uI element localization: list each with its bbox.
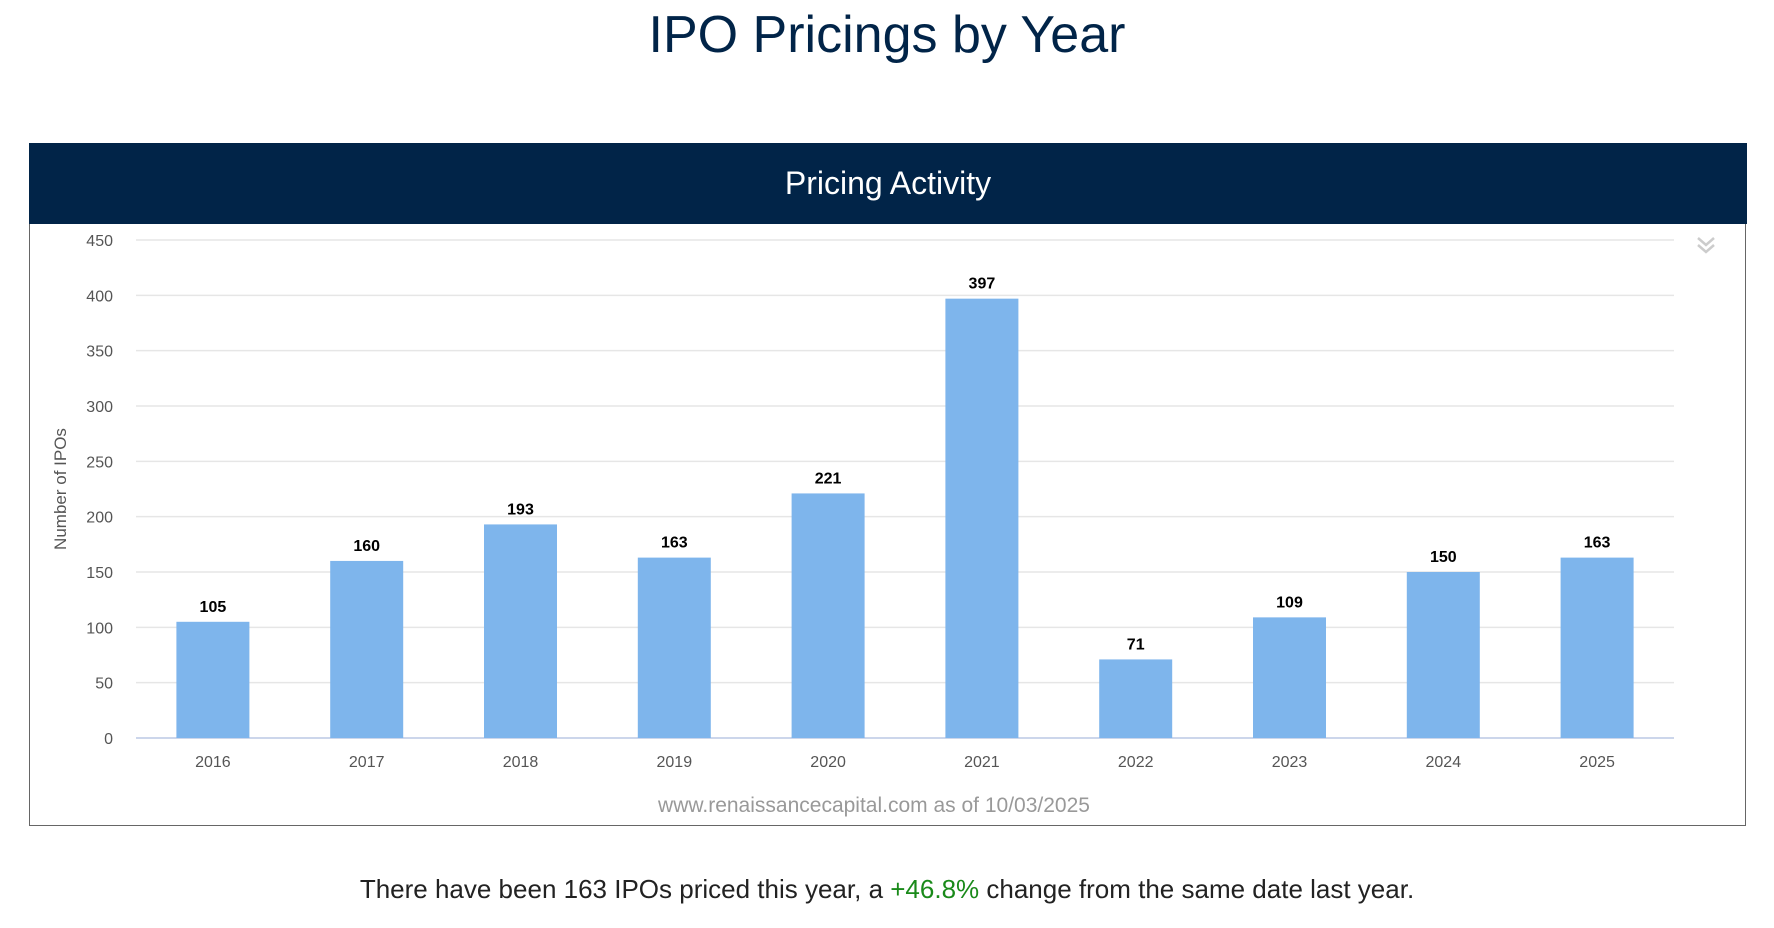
y-tick-label: 400 [86, 288, 113, 305]
bar-2022 [1099, 659, 1173, 738]
bar-2020 [791, 493, 865, 738]
x-tick-label: 2023 [1272, 754, 1308, 771]
summary-prefix: There have been [359, 874, 564, 904]
y-tick-label: 250 [86, 454, 113, 471]
ipo-count: 163 [563, 874, 608, 904]
x-tick-label: 2019 [657, 754, 693, 771]
chart-header: Pricing Activity [29, 143, 1747, 224]
bar-2024 [1406, 572, 1480, 738]
data-label: 105 [200, 599, 227, 616]
double-chevron-down-icon [1697, 237, 1715, 254]
chart-menu-button[interactable] [1693, 234, 1719, 258]
x-tick-label: 2020 [810, 754, 846, 771]
y-tick-label: 300 [86, 399, 113, 416]
page-title: IPO Pricings by Year [648, 6, 1126, 64]
data-label: 71 [1127, 636, 1145, 653]
y-tick-label: 350 [86, 344, 113, 361]
y-tick-label: 150 [86, 565, 113, 582]
bar-2018 [484, 524, 557, 738]
bar-2023 [1253, 617, 1326, 738]
data-label: 163 [661, 535, 688, 552]
y-tick-label: 0 [104, 731, 113, 748]
x-tick-label: 2024 [1426, 754, 1462, 771]
summary-suffix: change from the same date last year. [979, 874, 1415, 904]
bar-2017 [330, 560, 404, 738]
data-label: 109 [1276, 594, 1303, 611]
summary-middle: IPOs priced this year, a [607, 874, 891, 904]
bar-2016 [176, 621, 250, 738]
x-tick-label: 2017 [349, 754, 385, 771]
data-label: 397 [969, 276, 996, 293]
x-tick-label: 2016 [195, 754, 231, 771]
bar-2025 [1560, 557, 1634, 738]
chart-credit: www.renaissancecapital.com as of 10/03/2… [657, 794, 1090, 817]
y-tick-label: 100 [86, 620, 113, 637]
bar-2021 [945, 298, 1019, 738]
y-axis-title: Number of IPOs [51, 428, 70, 550]
data-label: 160 [353, 538, 380, 555]
y-tick-label: 450 [86, 233, 113, 250]
data-label: 163 [1584, 535, 1611, 552]
bar-2019 [637, 557, 711, 738]
data-label: 150 [1430, 549, 1457, 566]
percent-change: +46.8% [890, 874, 980, 904]
y-tick-label: 200 [86, 510, 113, 527]
x-tick-label: 2022 [1118, 754, 1154, 771]
y-tick-label: 50 [95, 676, 113, 693]
x-tick-label: 2018 [503, 754, 539, 771]
data-label: 193 [507, 501, 534, 518]
chart-container [29, 143, 1746, 826]
data-label: 221 [815, 470, 842, 487]
x-tick-label: 2025 [1579, 754, 1615, 771]
x-tick-label: 2021 [964, 754, 1000, 771]
summary-text: There have been 163 IPOs priced this yea… [0, 874, 1774, 905]
